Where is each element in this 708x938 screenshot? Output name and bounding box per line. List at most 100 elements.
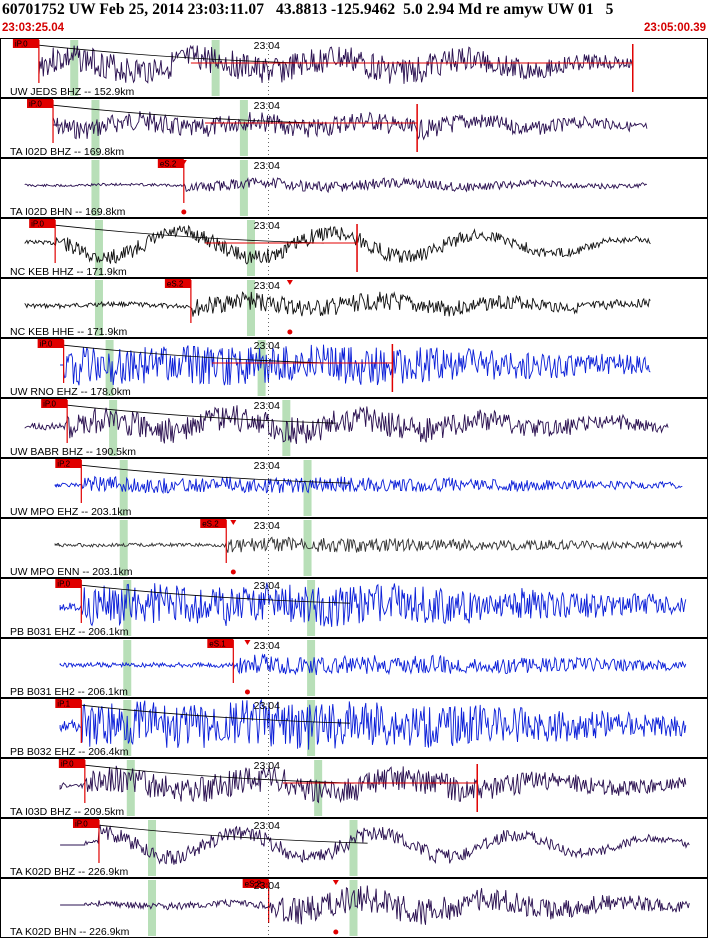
arrival-band: [349, 820, 358, 876]
travel-time-curve: [38, 44, 308, 64]
channel-label: UW MPO EHZ -- 203.1km: [10, 506, 132, 518]
channel-label: PB B032 EHZ -- 206.4km: [10, 746, 129, 758]
trace-row: iP.1 23:04 PB B032 EHZ -- 206.4km: [0, 698, 708, 758]
pick-label: iP.0: [31, 220, 44, 229]
pick-flag: [55, 699, 82, 708]
pick-label: iP.0: [15, 40, 28, 49]
amplitude-marker: [286, 280, 293, 285]
pick-label: iP.2: [57, 460, 70, 469]
amplitude-dot: [333, 929, 339, 935]
window-start-time: 23:03:25.04: [2, 22, 65, 34]
pick-flag: [41, 399, 68, 408]
arrival-band: [123, 640, 132, 696]
waveform: [60, 824, 690, 865]
waveform: [24, 405, 669, 444]
trace-row: eS.2 23:04 TA I02D BHN -- 169.8km: [0, 158, 708, 218]
pick-flag: [55, 579, 82, 588]
channel-label: TA K02D BHN -- 226.9km: [10, 926, 130, 938]
pick-label: iP.0: [29, 100, 42, 109]
amplitude-marker: [244, 640, 251, 645]
travel-time-curve: [52, 104, 322, 124]
time-tick-label: 23:04: [254, 700, 280, 712]
time-tick-label: 23:04: [254, 580, 280, 592]
waveform: [24, 224, 651, 265]
amplitude-dot: [244, 689, 250, 695]
trace-row: eS.2 23:04 UW MPO ENN -- 203.1km: [0, 518, 708, 578]
travel-time-curve: [81, 464, 351, 484]
amplitude-dot: [181, 209, 187, 215]
arrival-band: [91, 100, 100, 156]
arrival-band: [94, 280, 103, 336]
trace-row: iP.0 23:04 UW JEDS BHZ -- 152.9km: [0, 38, 708, 98]
window-end-time: 23:05:00.39: [643, 22, 706, 34]
trace-row: iP.0 23:04 NC KEB HHZ -- 171.9km: [0, 218, 708, 278]
seismogram-panel[interactable]: iP.0 23:04 UW JEDS BHZ -- 152.9km iP.0 23:04…: [0, 38, 708, 938]
pick-flag: [55, 459, 82, 468]
arrival-band: [246, 220, 255, 276]
pick-flag: [12, 39, 39, 48]
pick-label: iP.0: [57, 580, 70, 589]
pick-label: eS.2: [202, 520, 219, 529]
arrival-band: [119, 520, 128, 576]
arrival-band: [246, 280, 255, 336]
waveform: [24, 291, 651, 317]
time-tick-label: 23:04: [254, 280, 280, 292]
waveform: [38, 44, 634, 84]
pick-label: eS.2: [245, 880, 262, 889]
waveform: [59, 653, 687, 676]
waveform: [60, 885, 690, 925]
channel-label: PB B031 EH2 -- 206.1km: [10, 686, 128, 698]
travel-time-curve: [81, 584, 351, 604]
time-tick-label: 23:04: [254, 100, 280, 112]
arrival-band: [303, 460, 312, 516]
pick-label: iP.0: [61, 760, 74, 769]
pick-flag: [207, 639, 234, 648]
channel-label: TA I02D BHN -- 169.8km: [10, 206, 126, 218]
waveform: [60, 344, 651, 386]
waveform: [52, 111, 648, 141]
channel-label: TA I02D BHZ -- 169.8km: [10, 146, 124, 158]
trace-row: iP.0 23:04 TA K02D BHZ -- 226.9km: [0, 818, 708, 878]
trace-row: iP.0 23:04 TA I03D BHZ -- 209.5km: [0, 758, 708, 818]
amplitude-marker: [332, 880, 339, 885]
pick-flag: [200, 519, 227, 528]
trace-row: iP.0 23:04 PB B031 EHZ -- 206.1km: [0, 578, 708, 638]
channel-label: TA K02D BHZ -- 226.9km: [10, 866, 129, 878]
arrival-band: [211, 40, 220, 96]
travel-time-curve: [55, 224, 324, 244]
time-tick-label: 23:04: [254, 400, 280, 412]
amplitude-dot: [230, 569, 236, 575]
arrival-band: [314, 760, 323, 816]
pick-label: iP.0: [43, 400, 56, 409]
time-tick-label: 23:04: [254, 40, 280, 52]
arrival-band: [148, 880, 157, 936]
trace-row: iP.0 23:04 UW BABR BHZ -- 190.5km: [0, 398, 708, 458]
arrival-band: [119, 460, 128, 516]
waveform: [54, 536, 683, 553]
waveform: [59, 765, 687, 804]
channel-label: UW BABR BHZ -- 190.5km: [10, 446, 136, 458]
pick-flag: [37, 339, 64, 348]
pick-label: eS.2: [160, 160, 177, 169]
time-tick-label: 23:04: [254, 640, 280, 652]
amplitude-marker: [230, 520, 237, 525]
pick-flag: [29, 219, 56, 228]
arrival-band: [123, 580, 132, 636]
trace-row: iP.0 23:04 UW RNO EHZ -- 178.0km: [0, 338, 708, 398]
trace-row: eS.223:04 TA K02D BHN -- 226.9km: [0, 878, 708, 938]
channel-label: NC KEB HHZ -- 171.9km: [10, 266, 127, 278]
pick-flag: [242, 879, 269, 888]
time-tick-label: 23:04: [254, 820, 280, 832]
channel-label: TA I03D BHZ -- 209.5km: [10, 806, 124, 818]
arrival-band: [94, 220, 103, 276]
arrival-band: [109, 400, 118, 456]
waveform: [59, 698, 687, 750]
waveform: [24, 176, 648, 194]
channel-label: PB B031 EHZ -- 206.1km: [10, 626, 129, 638]
waveform: [54, 475, 683, 495]
pick-flag: [27, 99, 54, 108]
arrival-band: [307, 580, 316, 636]
time-tick-label: 23:04: [254, 160, 280, 172]
pick-label: eS.1: [209, 640, 226, 649]
arrival-band: [126, 760, 135, 816]
